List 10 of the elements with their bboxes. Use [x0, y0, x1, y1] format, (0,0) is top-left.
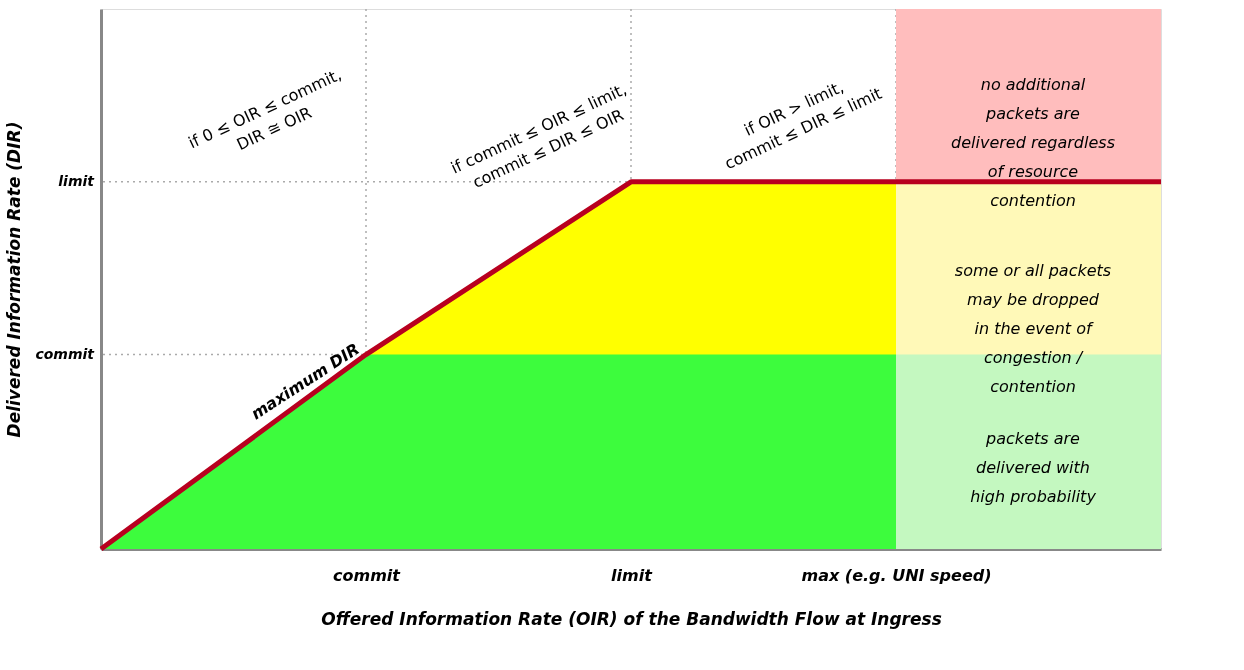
annotation: packets are delivered with high probability	[970, 429, 1097, 506]
annotation: no additional packets are delivered regardless of resource contention	[951, 75, 1115, 210]
ref-line-label: limit	[58, 172, 96, 189]
ref-line-label: commit	[35, 345, 96, 362]
x-tick-label: commit	[333, 565, 402, 585]
y-axis-title: Delivered Information Rate (DIR)	[3, 121, 24, 438]
x-tick-label: limit	[611, 565, 654, 585]
x-tick-label: max (e.g. UNI speed)	[801, 565, 992, 585]
annotation: some or all packets may be dropped in the event of congestion / contention	[954, 261, 1112, 396]
x-axis-title: Offered Information Rate (OIR) of the Bandwidth Flow at Ingress	[321, 608, 942, 629]
